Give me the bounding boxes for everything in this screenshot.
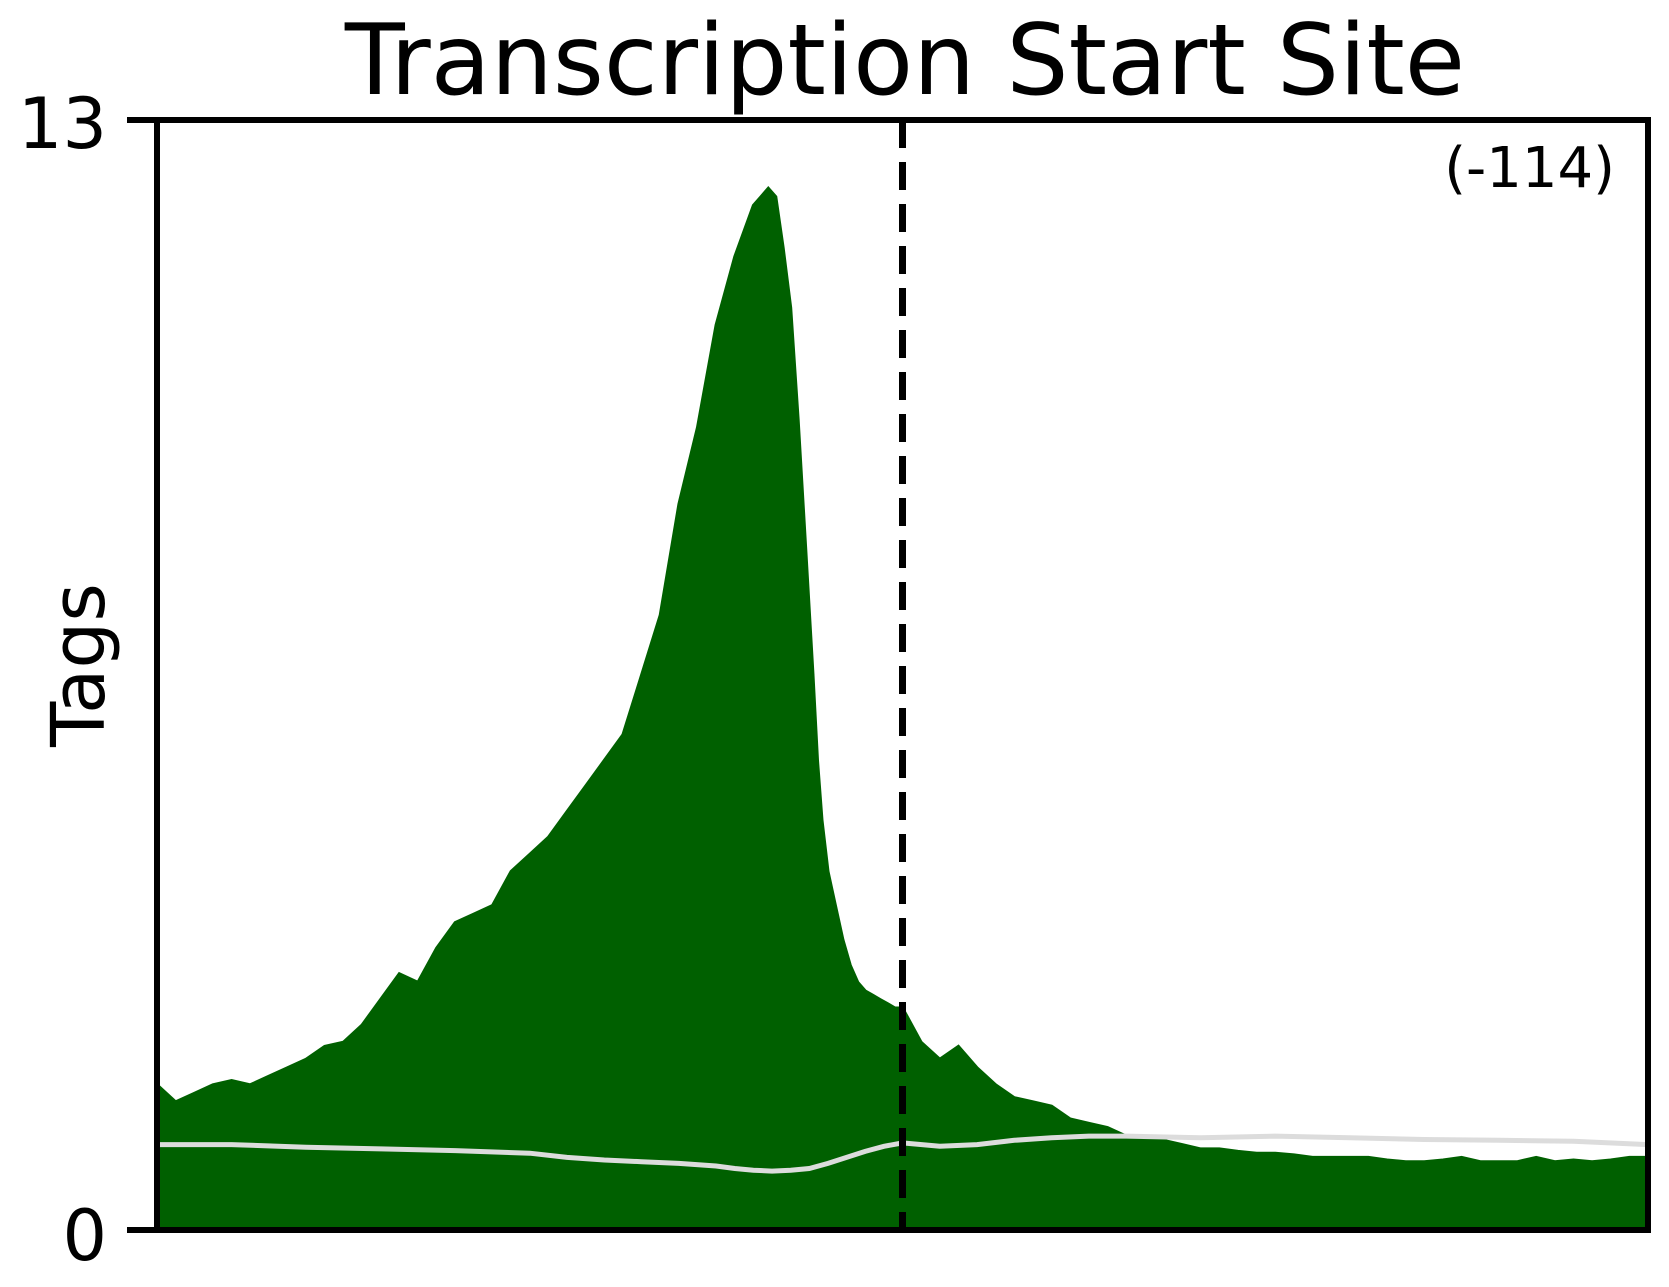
y-tick-label-top: 13 (18, 83, 107, 165)
background-line (157, 1133, 1649, 1174)
signal-area (155, 186, 1650, 1232)
chart-title: Transcription Start Site (344, 4, 1465, 118)
y-tick-label-bottom: 0 (62, 1195, 107, 1277)
plot-area (155, 186, 1650, 1232)
plot-frame (154, 117, 1651, 1233)
y-axis-label: Tags (36, 583, 122, 748)
peak-offset-annotation: (-114) (1444, 136, 1615, 201)
